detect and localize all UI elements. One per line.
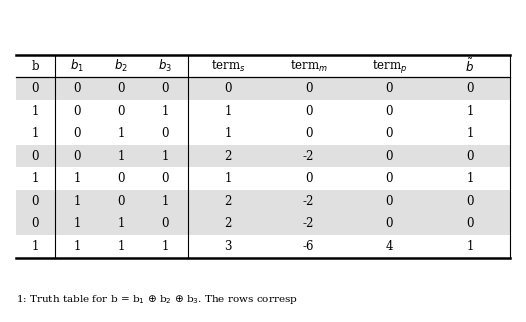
Text: 0: 0 [386, 127, 393, 140]
Text: 0: 0 [161, 127, 169, 140]
Text: 0: 0 [224, 82, 231, 95]
Text: 0: 0 [117, 195, 125, 208]
Text: -2: -2 [303, 150, 314, 163]
Text: 0: 0 [73, 105, 80, 118]
Text: 0: 0 [32, 195, 39, 208]
Text: 0: 0 [466, 150, 473, 163]
Text: 4: 4 [386, 240, 393, 253]
Text: 2: 2 [224, 217, 231, 230]
Text: 1: 1 [466, 240, 473, 253]
Text: 1: 1 [117, 150, 125, 163]
Text: 2: 2 [224, 150, 231, 163]
Text: 0: 0 [73, 82, 80, 95]
Text: 0: 0 [117, 82, 125, 95]
Text: -2: -2 [303, 195, 314, 208]
Text: 0: 0 [305, 172, 312, 185]
Text: 0: 0 [386, 172, 393, 185]
Text: 1: 1 [224, 172, 231, 185]
Text: $\tilde{b}$: $\tilde{b}$ [466, 57, 474, 75]
Text: 0: 0 [32, 82, 39, 95]
Bar [16, 190, 510, 213]
Text: 1: 1 [161, 240, 169, 253]
Text: 1: 1 [161, 150, 169, 163]
Text: 0: 0 [305, 82, 312, 95]
Text: 1: 1 [117, 240, 125, 253]
Text: term$_s$: term$_s$ [210, 59, 245, 73]
Text: 1: 1 [73, 172, 80, 185]
Text: -6: -6 [303, 240, 315, 253]
Text: b: b [32, 60, 39, 72]
Text: 0: 0 [466, 217, 473, 230]
Text: 1: 1 [32, 240, 39, 253]
Text: $b_1$: $b_1$ [70, 58, 84, 74]
Text: 0: 0 [161, 217, 169, 230]
Text: term$_m$: term$_m$ [289, 59, 328, 73]
Text: 0: 0 [386, 82, 393, 95]
Text: 0: 0 [161, 172, 169, 185]
Text: 1: 1 [32, 127, 39, 140]
Text: 0: 0 [386, 195, 393, 208]
Text: 0: 0 [117, 105, 125, 118]
Text: -2: -2 [303, 217, 314, 230]
Text: 0: 0 [32, 217, 39, 230]
Text: 0: 0 [386, 217, 393, 230]
Text: 1: 1 [224, 105, 231, 118]
Text: 1: 1 [117, 127, 125, 140]
Text: 0: 0 [305, 127, 312, 140]
Text: 1: 1 [73, 217, 80, 230]
Text: 0: 0 [305, 105, 312, 118]
Text: 0: 0 [386, 105, 393, 118]
Text: 0: 0 [73, 150, 80, 163]
Bar [16, 77, 510, 100]
Text: 1: 1 [32, 105, 39, 118]
Text: 1: 1 [161, 105, 169, 118]
Text: term$_p$: term$_p$ [371, 58, 407, 74]
Text: 0: 0 [466, 195, 473, 208]
Text: 0: 0 [386, 150, 393, 163]
Bar [16, 145, 510, 167]
Text: 1: 1 [224, 127, 231, 140]
Text: 1: 1 [32, 172, 39, 185]
Text: 1: 1 [466, 127, 473, 140]
Text: 1: 1 [117, 217, 125, 230]
Bar [16, 213, 510, 235]
Text: 3: 3 [224, 240, 231, 253]
Text: $b_3$: $b_3$ [158, 58, 173, 74]
Text: 0: 0 [73, 127, 80, 140]
Text: 1: 1 [73, 240, 80, 253]
Text: 2: 2 [224, 195, 231, 208]
Text: 0: 0 [117, 172, 125, 185]
Text: 0: 0 [161, 82, 169, 95]
Text: 1: Truth table for b = b$_1$ $\oplus$ b$_2$ $\oplus$ b$_3$. The rows corresp: 1: Truth table for b = b$_1$ $\oplus$ b$… [16, 293, 298, 306]
Text: 0: 0 [32, 150, 39, 163]
Text: 1: 1 [466, 172, 473, 185]
Text: $b_2$: $b_2$ [114, 58, 128, 74]
Text: 1: 1 [466, 105, 473, 118]
Text: 1: 1 [161, 195, 169, 208]
Text: 1: 1 [73, 195, 80, 208]
Text: 0: 0 [466, 82, 473, 95]
